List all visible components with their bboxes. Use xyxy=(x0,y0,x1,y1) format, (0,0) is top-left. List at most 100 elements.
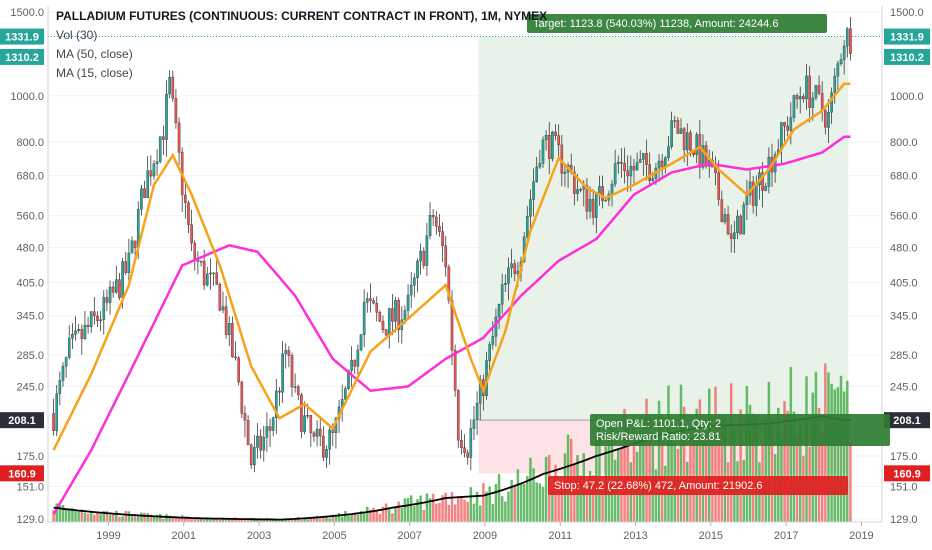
candle-body xyxy=(359,334,363,351)
target-zone xyxy=(478,36,849,421)
volume-bar xyxy=(591,475,595,522)
candle-body xyxy=(246,420,250,446)
volume-bar xyxy=(535,482,538,522)
candle-body xyxy=(271,417,275,431)
candle-body xyxy=(497,304,501,318)
volume-bar xyxy=(538,483,542,522)
candle-body xyxy=(817,85,821,94)
legend-ma50[interactable]: MA (50, close) xyxy=(56,47,133,61)
volume-bar xyxy=(817,407,821,522)
candle-body xyxy=(529,199,532,217)
volume-bar xyxy=(187,517,190,522)
candle-body xyxy=(466,452,469,458)
volume-bar xyxy=(830,383,833,522)
volume-bar xyxy=(293,518,297,522)
y-tick-left: 1500.0 xyxy=(10,7,44,19)
volume-bar xyxy=(256,518,259,522)
volume-bar xyxy=(679,384,683,522)
candle-body xyxy=(551,131,554,159)
candle-body xyxy=(438,226,441,232)
volume-bar xyxy=(68,508,71,522)
candle-body xyxy=(676,120,680,134)
candle-body xyxy=(394,300,397,322)
volume-bar xyxy=(645,398,648,522)
price-tag-ma15-left: 1310.2 xyxy=(5,52,39,64)
volume-bar xyxy=(723,417,727,522)
volume-bar xyxy=(447,504,451,522)
volume-bar xyxy=(158,513,162,522)
candle-body xyxy=(657,160,661,169)
candle-body xyxy=(726,214,730,235)
candle-body xyxy=(130,240,134,254)
y-tick-left: 1000.0 xyxy=(10,91,44,103)
price-tag-last-right: 1331.9 xyxy=(890,32,924,44)
volume-bar xyxy=(391,513,394,522)
volume-bar xyxy=(400,507,404,522)
candle-body xyxy=(620,161,623,164)
legend-vol[interactable]: Vol (30) xyxy=(56,28,98,42)
candle-body xyxy=(322,435,325,458)
volume-bar xyxy=(328,518,331,522)
legend: PALLADIUM FUTURES (CONTINUOUS: CURRENT C… xyxy=(56,7,547,83)
candle-body xyxy=(729,233,733,239)
candle-body xyxy=(124,261,128,273)
volume-bar xyxy=(729,383,733,522)
volume-bar xyxy=(698,399,702,522)
candle-body xyxy=(168,76,171,95)
candle-body xyxy=(397,300,400,330)
candle-body xyxy=(243,413,247,421)
candle-body xyxy=(660,160,664,167)
y-tick-right: 405.0 xyxy=(890,278,918,290)
volume-bar xyxy=(337,513,341,522)
candle-body xyxy=(234,356,237,359)
candle-body xyxy=(287,350,291,356)
volume-bar xyxy=(544,456,548,522)
pl-badge-text: Open P&L: 1101.1, Qty: 2 xyxy=(596,418,721,430)
candle-body xyxy=(303,415,306,432)
candle-body xyxy=(102,297,106,320)
candle-body xyxy=(89,311,93,327)
volume-bar xyxy=(695,408,698,522)
volume-bar xyxy=(366,506,369,522)
candle-body xyxy=(689,132,692,151)
volume-bar xyxy=(284,518,287,522)
volume-bar xyxy=(491,503,495,522)
volume-bar xyxy=(441,495,444,522)
volume-bar xyxy=(133,516,137,522)
price-tag-ma15-right: 1310.2 xyxy=(890,52,924,64)
x-tick-label: 2003 xyxy=(247,530,271,542)
volume-bar xyxy=(507,491,510,522)
pl-badge-bg xyxy=(590,414,890,446)
candle-body xyxy=(259,435,262,451)
volume-bar xyxy=(143,512,146,522)
volume-bar xyxy=(174,516,178,522)
candle-body xyxy=(645,153,648,165)
volume-bar xyxy=(359,511,363,522)
candle-body xyxy=(165,93,168,140)
candle-body xyxy=(786,125,789,131)
price-tag-entry-left-bg xyxy=(0,412,44,429)
volume-bar xyxy=(362,511,366,522)
volume-bar xyxy=(488,486,491,522)
candle-body xyxy=(215,272,219,285)
candle-body xyxy=(613,163,617,185)
candle-body xyxy=(685,132,689,151)
candle-body xyxy=(155,161,159,164)
candle-body xyxy=(152,163,156,177)
chart-title: PALLADIUM FUTURES (CONTINUOUS: CURRENT C… xyxy=(56,9,548,23)
candle-body xyxy=(290,355,294,388)
volume-bar xyxy=(767,381,771,522)
candle-body xyxy=(751,181,755,206)
volume-bar xyxy=(168,515,171,522)
candle-body xyxy=(701,145,705,168)
volume-bar xyxy=(384,503,388,522)
volume-bar xyxy=(224,518,228,522)
volume-bar xyxy=(397,501,400,522)
legend-ma15[interactable]: MA (15, close) xyxy=(56,66,133,80)
stop-badge-text: Stop: 47.2 (22.68%) 472, Amount: 21902.6 xyxy=(554,480,763,492)
candle-body xyxy=(842,45,846,60)
candle-body xyxy=(224,306,228,335)
candle-body xyxy=(764,186,768,191)
volume-bar xyxy=(83,512,87,522)
